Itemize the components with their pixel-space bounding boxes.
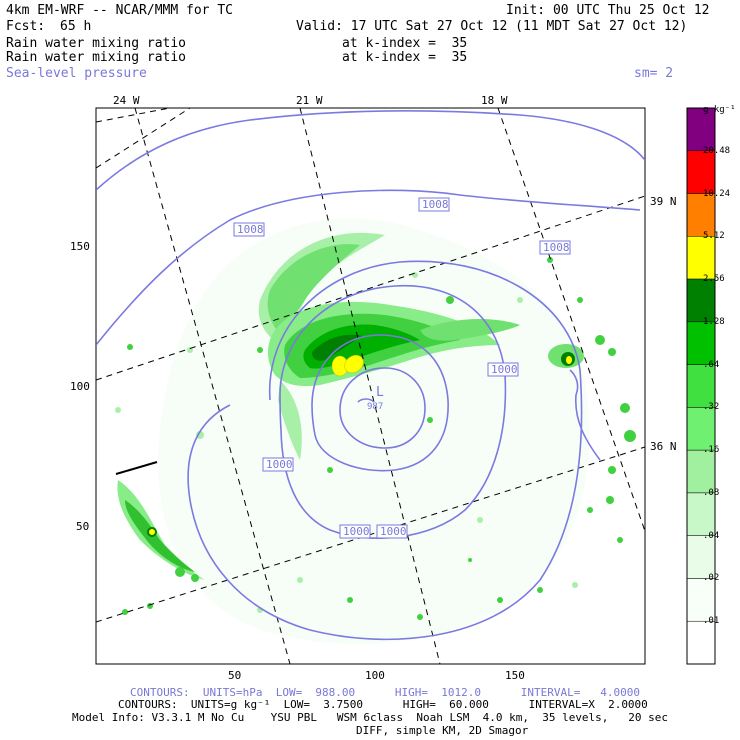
- valid-time: Valid: 17 UTC Sat 27 Oct 12 (11 MDT Sat …: [296, 19, 688, 34]
- model-title: 4km EM-WRF -- NCAR/MMM for TC: [6, 3, 233, 18]
- forecast-label: Fcst:: [6, 19, 46, 34]
- legend-swatch: [686, 236, 716, 280]
- field-1-level: at k-index = 35: [342, 36, 468, 51]
- contour-label: 1008: [543, 241, 570, 254]
- legend-swatch: [686, 193, 716, 237]
- legend-level-label: .64: [703, 359, 720, 370]
- legend-level-label: .32: [703, 402, 720, 413]
- legend-level-label: .01: [703, 616, 720, 627]
- contour-label: 1000: [343, 525, 370, 538]
- field-1-name: Rain water mixing ratio: [6, 36, 187, 51]
- legend-colorbar: [686, 107, 716, 665]
- lon-label-18w: 18 W: [481, 94, 508, 107]
- contour-label: 1008: [422, 198, 449, 211]
- lon-label-24w: 24 W: [113, 94, 140, 107]
- lat-label-36n: 36 N: [650, 440, 677, 453]
- legend-level-label: .04: [703, 530, 720, 541]
- legend-level-label: 1.28: [703, 316, 725, 327]
- contour-label: 1000: [491, 363, 518, 376]
- legend-frame: [686, 107, 716, 665]
- forecast-hours: 65 h: [60, 19, 92, 34]
- field-3-name: Sea-level pressure: [6, 66, 147, 81]
- y-tick-label: 150: [70, 240, 90, 253]
- contours-rain-info: CONTOURS: UNITS=g kg⁻¹ LOW= 3.7500 HIGH=…: [118, 698, 648, 711]
- legend-swatch: [686, 107, 716, 152]
- contour-label: 1000: [266, 458, 293, 471]
- contours-pressure-info: CONTOURS: UNITS=hPa LOW= 988.00 HIGH= 10…: [130, 686, 640, 699]
- legend-level-label: .08: [703, 487, 720, 498]
- model-info: Model Info: V3.3.1 M No Cu YSU PBL WSM 6…: [72, 711, 669, 724]
- legend-level-label: 10.24: [703, 188, 731, 199]
- legend-level-label: 2.56: [703, 274, 725, 285]
- legend-swatch: [686, 492, 716, 536]
- legend-level-label: 20.48: [703, 145, 731, 156]
- x-tick-label: 50: [228, 669, 242, 682]
- contour-label: 1008: [237, 223, 264, 236]
- legend-swatch: [686, 620, 716, 665]
- field-2-name: Rain water mixing ratio: [6, 50, 187, 65]
- legend-unit: g kg⁻¹: [703, 105, 736, 115]
- lon-label-21w: 21 W: [296, 94, 323, 107]
- x-tick-label: 150: [505, 669, 525, 682]
- low-pressure-value: 987: [367, 402, 384, 412]
- field-2-level: at k-index = 35: [342, 50, 468, 65]
- x-tick-label: 100: [365, 669, 385, 682]
- y-tick-label: 50: [76, 520, 90, 533]
- field-3-smoothing: sm= 2: [634, 66, 674, 81]
- low-pressure-symbol: L: [376, 385, 384, 400]
- lat-label-39n: 39 N: [650, 195, 677, 208]
- contour-label-boxes: [233, 197, 571, 539]
- contour-label: 1000: [380, 525, 407, 538]
- wind-barb: [115, 461, 158, 475]
- legend-level-label: .02: [703, 573, 720, 584]
- y-tick-label: 100: [70, 380, 90, 393]
- legend-swatch: [686, 278, 716, 323]
- legend-level-label: .16: [703, 445, 720, 456]
- legend-swatch: [686, 364, 716, 408]
- diff-info: DIFF, simple KM, 2D Smagor: [356, 724, 529, 737]
- legend-level-label: 5.12: [703, 231, 725, 242]
- init-time: Init: 00 UTC Thu 25 Oct 12: [506, 3, 710, 18]
